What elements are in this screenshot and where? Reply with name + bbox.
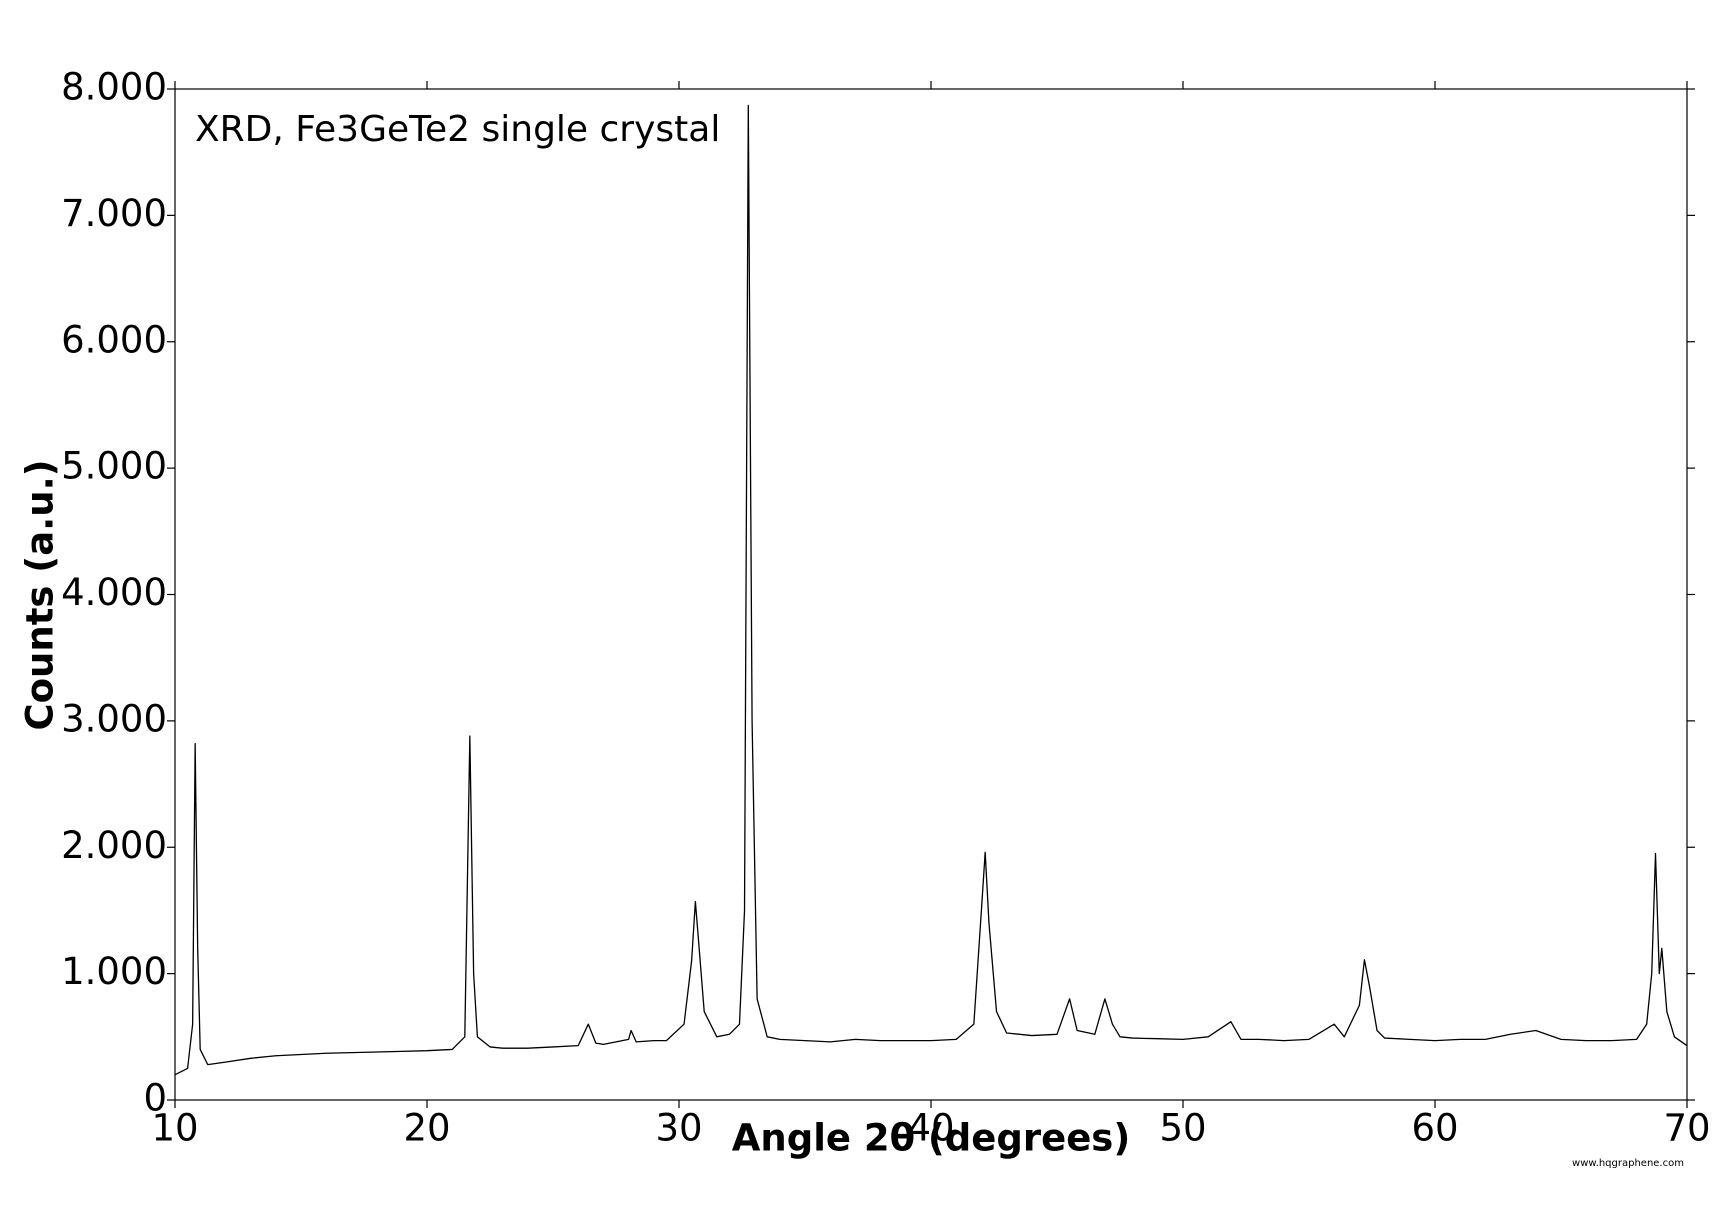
x-tick-label: 60 <box>1411 1107 1458 1150</box>
y-tick-label: 2.000 <box>61 824 167 867</box>
y-tick-label: 0 <box>143 1077 167 1120</box>
x-tick-label: 10 <box>151 1107 198 1150</box>
x-axis-title: Angle 2θ (degrees) <box>732 1117 1131 1160</box>
y-axis-title: Counts (a.u.) <box>19 459 62 730</box>
y-tick-label: 3.000 <box>61 697 167 740</box>
y-tick-label: 5.000 <box>61 445 167 488</box>
x-tick-label: 20 <box>403 1107 450 1150</box>
x-tick-label: 70 <box>1663 1107 1710 1150</box>
x-tick-label: 50 <box>1159 1107 1206 1150</box>
plot-frame <box>174 88 1688 1101</box>
x-tick-label: 30 <box>655 1107 702 1150</box>
y-tick-label: 7.000 <box>61 192 167 235</box>
x-tick-label: 40 <box>907 1107 954 1150</box>
y-tick-label: 4.000 <box>61 571 167 614</box>
y-tick-label: 8.000 <box>61 66 167 109</box>
annotation: XRD, Fe3GeTe2 single crystal <box>195 109 720 150</box>
source: www.hqgraphene.com <box>1572 1158 1684 1169</box>
y-tick-label: 1.000 <box>61 950 167 993</box>
data-line <box>174 104 1688 1076</box>
y-tick-label: 6.000 <box>61 318 167 361</box>
